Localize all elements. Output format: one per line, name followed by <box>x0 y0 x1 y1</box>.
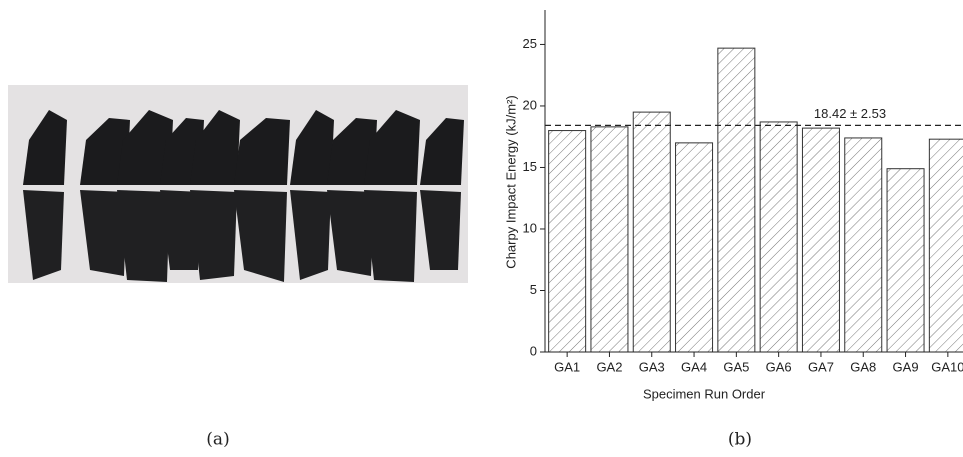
specimen-top <box>327 118 377 185</box>
specimen-bottom <box>117 190 170 282</box>
specimen-bottom <box>364 190 417 282</box>
specimen-bottom <box>80 190 127 276</box>
specimen-bottom <box>290 190 331 280</box>
specimen-photo <box>8 85 468 283</box>
bar <box>759 121 798 353</box>
x-tick-label: GA5 <box>723 359 749 374</box>
y-tick-label: 25 <box>523 36 537 51</box>
x-tick-label: GA3 <box>639 359 665 374</box>
x-tick-label: GA7 <box>808 359 834 374</box>
caption: (a) <box>206 430 229 450</box>
specimen-top <box>364 110 420 185</box>
bar <box>801 127 840 353</box>
specimen-top <box>290 110 334 185</box>
specimen-top <box>80 118 130 185</box>
bar <box>548 130 587 353</box>
y-tick-label: 0 <box>530 343 537 358</box>
specimen-bottom <box>160 190 201 270</box>
bar <box>844 137 883 353</box>
y-tick-label: 10 <box>523 220 537 235</box>
specimen-bottom <box>23 190 64 280</box>
x-tick-label: GA6 <box>766 359 792 374</box>
bar <box>928 138 963 353</box>
specimen-bottom <box>327 190 374 276</box>
x-tick-label: GA1 <box>554 359 580 374</box>
bar <box>717 47 756 353</box>
specimen-bottom <box>190 190 237 280</box>
bar <box>590 126 629 353</box>
y-axis-label: Charpy Impact Energy (kJ/m²) <box>503 95 518 268</box>
y-tick-label: 5 <box>530 282 537 297</box>
specimen-bottom <box>234 190 287 282</box>
reference-label: 18.42 ± 2.53 <box>814 106 886 121</box>
x-tick-label: GA9 <box>893 359 919 374</box>
caption: (b) <box>728 430 752 450</box>
x-tick-label: GA2 <box>596 359 622 374</box>
specimen-top <box>23 110 67 185</box>
y-tick-label: 15 <box>523 159 537 174</box>
x-tick-label: GA4 <box>681 359 707 374</box>
specimen-top <box>117 110 173 185</box>
bar <box>632 111 671 353</box>
specimen-top <box>234 118 290 185</box>
specimen-top <box>190 110 240 185</box>
bar <box>675 142 714 353</box>
bar <box>886 168 925 353</box>
x-tick-label: GA10 <box>931 359 963 374</box>
specimen-top <box>420 118 464 185</box>
specimen-bottom <box>420 190 461 270</box>
x-axis-label: Specimen Run Order <box>643 386 766 401</box>
y-tick-label: 20 <box>523 97 537 112</box>
x-tick-label: GA8 <box>850 359 876 374</box>
